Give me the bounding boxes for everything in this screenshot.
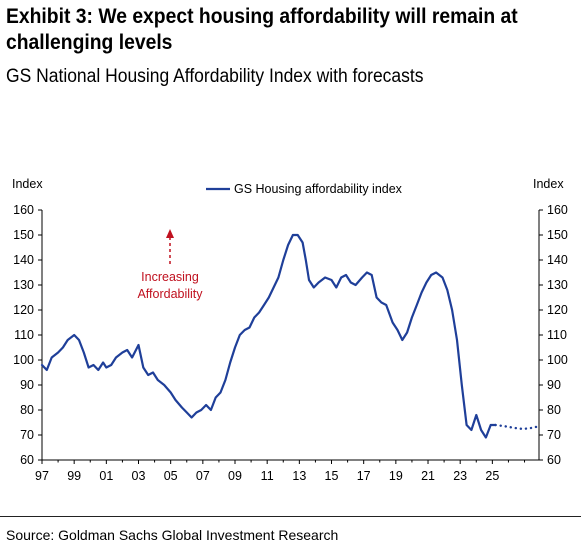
x-tick-label: 13: [292, 469, 306, 483]
x-tick-label: 19: [389, 469, 403, 483]
right-y-tick-label: 70: [547, 428, 561, 442]
right-y-tick-label: 130: [547, 278, 568, 292]
index-series-line: [40, 233, 497, 439]
right-y-tick-label: 160: [547, 203, 568, 217]
left-y-tick-label: 150: [13, 228, 34, 242]
x-tick-label: 05: [164, 469, 178, 483]
right-y-tick-label: 80: [547, 403, 561, 417]
x-tick-label: 97: [35, 469, 49, 483]
right-y-tick-label: 120: [547, 303, 568, 317]
annotation-arrow-head: [166, 229, 174, 238]
left-y-tick-label: 60: [20, 453, 34, 467]
right-y-tick-label: 150: [547, 228, 568, 242]
x-tick-label: 23: [453, 469, 467, 483]
x-tick-label: 17: [357, 469, 371, 483]
footer-divider: [0, 516, 581, 517]
left-y-tick-label: 110: [14, 328, 34, 342]
x-tick-label: 09: [228, 469, 242, 483]
right-y-tick-label: 140: [547, 253, 568, 267]
annotation: Increasing Affordability: [137, 229, 203, 301]
right-y-tick-label: 100: [547, 353, 568, 367]
x-tick-label: 99: [67, 469, 81, 483]
x-tick-label: 07: [196, 469, 210, 483]
left-axis-label: Index: [12, 177, 43, 191]
left-y-tick-label: 100: [13, 353, 34, 367]
forecast-series-line: [494, 423, 541, 431]
annotation-line-2: Affordability: [137, 287, 203, 301]
x-tick-label: 03: [132, 469, 146, 483]
legend-label: GS Housing affordability index: [234, 182, 403, 196]
right-y-tick-label: 110: [547, 328, 567, 342]
left-y-tick-label: 140: [13, 253, 34, 267]
legend: GS Housing affordability index: [206, 182, 403, 196]
right-y-tick-label: 60: [547, 453, 561, 467]
left-y-tick-label: 160: [13, 203, 34, 217]
left-y-tick-label: 120: [13, 303, 34, 317]
x-tick-label: 25: [485, 469, 499, 483]
right-axis-label: Index: [533, 177, 564, 191]
right-y-tick-label: 90: [547, 378, 561, 392]
left-y-tick-label: 80: [20, 403, 34, 417]
chart-subtitle: GS National Housing Affordability Index …: [6, 66, 424, 87]
x-tick-label: 21: [421, 469, 435, 483]
left-y-tick-label: 130: [13, 278, 34, 292]
annotation-line-1: Increasing: [141, 270, 199, 284]
left-y-tick-label: 70: [20, 428, 34, 442]
x-tick-label: 01: [99, 469, 113, 483]
source-note: Source: Goldman Sachs Global Investment …: [6, 527, 339, 543]
x-tick-label: 15: [325, 469, 339, 483]
left-y-tick-label: 90: [20, 378, 34, 392]
x-tick-label: 11: [261, 469, 274, 483]
series-group: [40, 233, 541, 439]
chart-title: Exhibit 3: We expect housing affordabili…: [6, 5, 518, 54]
